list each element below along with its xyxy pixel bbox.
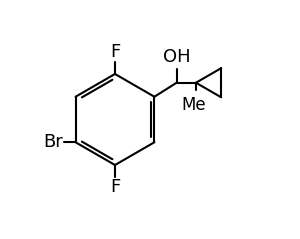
Text: Br: Br xyxy=(43,133,63,151)
Text: F: F xyxy=(110,178,120,196)
Text: F: F xyxy=(110,43,120,61)
Text: Me: Me xyxy=(181,96,206,114)
Text: OH: OH xyxy=(163,48,190,66)
